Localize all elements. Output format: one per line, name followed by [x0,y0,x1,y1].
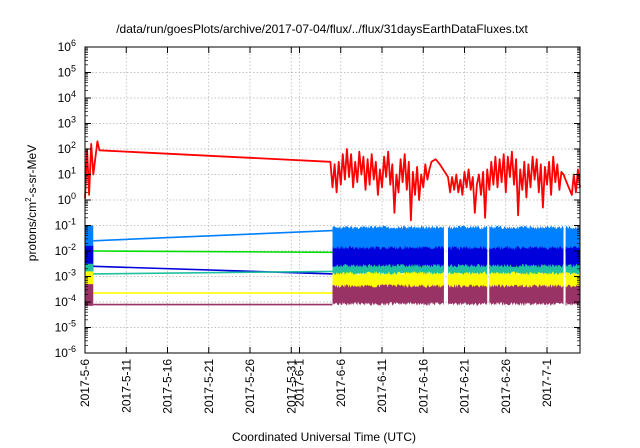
y-tick-label-base: 10 [58,66,72,80]
y-tick-label-base: 10 [58,40,72,54]
y-tick-label-exponent: 6 [71,38,76,48]
y-tick-label: 102 [58,140,76,156]
x-tick-label: 2017-5-26 [243,359,257,414]
series-lightblue-line [93,229,333,242]
y-tick-label-exponent: 1 [71,166,76,176]
x-axis-label: Coordinated Universal Time (UTC) [232,430,416,444]
y-tick-label-exponent: -6 [68,344,76,354]
x-tick-label: 2017-6-16 [416,359,430,414]
y-tick-label-base: 10 [55,346,69,360]
series-red-line [84,140,581,222]
y-tick-label-base: 10 [58,91,72,105]
y-tick-label: 103 [58,115,76,131]
x-tick-label: 2017-6-11 [375,359,389,413]
x-tick-label: 2017-6-26 [499,359,513,414]
series-teal-line [93,270,333,275]
y-tick-label-exponent: 4 [71,89,76,99]
y-tick-label: 106 [58,38,76,54]
series-lightblue-start [85,225,94,262]
series-darkblue-start [85,245,94,272]
y-tick-label: 10-2 [55,242,76,258]
y-axis: 10-610-510-410-310-210-11001011021031041… [55,38,580,360]
x-tick-label: 2017-5-21 [202,359,216,414]
y-tick-label-base: 10 [58,117,72,131]
y-tick-label: 10-5 [55,319,76,335]
y-tick-label: 10-4 [55,293,76,309]
y-tick-label-exponent: -5 [68,319,76,329]
y-tick-label-exponent: 2 [71,140,76,150]
x-tick-label: 2017-6-1 [293,359,307,407]
y-tick-label-base: 10 [58,168,72,182]
y-tick-label: 10-6 [55,344,76,360]
x-tick-label: 2017-6-6 [334,359,348,407]
y-tick-label-base: 10 [55,270,69,284]
y-tick-label: 101 [58,166,76,182]
series-green-line [93,250,333,254]
series-yellow-start [85,271,94,295]
series-darkblue-line [93,265,333,275]
y-axis-label-main: protons/cm [25,202,39,261]
y-tick-label-base: 10 [55,295,69,309]
y-tick-label: 105 [58,64,76,80]
y-tick-label-base: 10 [55,321,69,335]
series-maroon-band [448,284,488,306]
series-maroon-band [489,284,564,306]
y-axis-label-unit: -s-sr-MeV [25,145,39,198]
y-tick-label-base: 10 [58,142,72,156]
y-tick-label-exponent: -4 [68,293,76,303]
y-tick-label-exponent: 5 [71,64,76,74]
plot-area [84,46,581,354]
series-teal-band [489,263,564,277]
x-axis: 2017-5-6 2017-5-11 2017-5-16 2017-5-21 2017-… [78,47,554,414]
y-tick-label: 10-3 [55,268,76,284]
series-maroon-band [332,284,444,306]
chart-title: /data/run/goesPlots/archive/2017-07-04/f… [116,22,528,36]
x-tick-label: 2017-7-1 [540,359,554,407]
y-axis-label: protons/cm2-s-sr-MeV [24,145,39,261]
y-tick-label-base: 10 [55,244,69,258]
series-maroon-start [85,284,94,306]
y-tick-label-base: 10 [58,193,72,207]
x-tick-label: 2017-5-11 [119,359,133,413]
x-tick-label: 2017-5-31 [284,359,298,414]
y-tick-label-exponent: -1 [68,217,76,227]
x-tick-label: 2017-5-16 [161,359,175,414]
y-axis-label-superscript: 2 [24,197,33,202]
series-maroon-band [565,284,580,306]
y-tick-label-exponent: -2 [68,242,76,252]
x-tick-label: 2017-6-21 [458,359,472,414]
y-tick-label-exponent: -3 [68,268,76,278]
y-tick-label-exponent: 0 [71,191,76,201]
y-tick-label: 100 [58,191,76,207]
y-tick-label: 10-1 [55,217,76,233]
y-tick-label: 104 [58,89,76,105]
y-tick-label-exponent: 3 [71,115,76,125]
series-teal-start [85,263,94,277]
x-tick-label: 2017-5-6 [78,359,92,407]
y-tick-label-base: 10 [55,219,69,233]
